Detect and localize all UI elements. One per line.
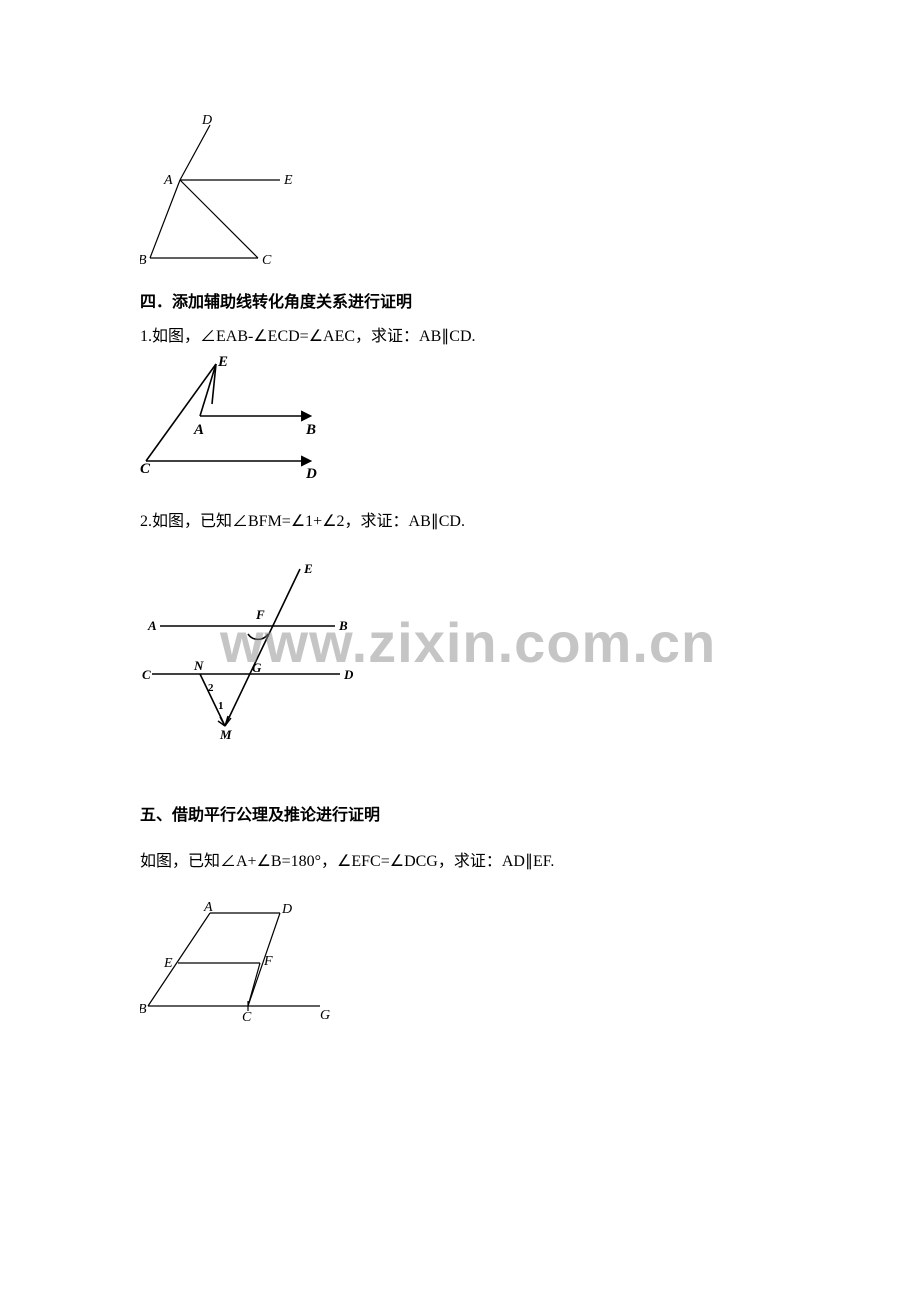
- label-B: B: [140, 253, 147, 268]
- label-B: B: [338, 618, 348, 633]
- label-B: B: [305, 422, 316, 438]
- label-A: A: [163, 173, 173, 188]
- label-A: A: [193, 422, 204, 438]
- label-N: N: [193, 658, 204, 673]
- label-angle-2: 2: [208, 682, 214, 694]
- section4-problem2: 2.如图，已知∠BFM=∠1+∠2，求证：AB∥CD.: [140, 507, 780, 531]
- label-C: C: [262, 253, 272, 268]
- label-E: E: [283, 173, 293, 188]
- label-A: A: [147, 618, 157, 633]
- label-D: D: [343, 667, 354, 682]
- label-C: C: [140, 461, 151, 477]
- label-D: D: [281, 902, 292, 917]
- label-D: D: [201, 113, 212, 128]
- label-G: G: [252, 660, 262, 675]
- figure-s5-svg: A D E F B C G: [140, 901, 340, 1021]
- figure-top-triangle: B C A D E: [140, 110, 780, 270]
- figure-s4-1: E A B C D: [140, 356, 780, 481]
- label-E: E: [163, 956, 173, 971]
- label-E: E: [217, 356, 228, 370]
- label-E: E: [303, 561, 313, 576]
- section4-title: 四．添加辅助线转化角度关系进行证明: [140, 288, 780, 312]
- figure-s4-1-svg: E A B C D: [140, 356, 340, 481]
- label-G: G: [320, 1008, 330, 1021]
- section4-problem1: 1.如图，∠EAB-∠ECD=∠AEC，求证：AB∥CD.: [140, 322, 780, 346]
- figure-s4-2-svg: E F A B G C D N M 1 2: [140, 561, 370, 741]
- label-F: F: [255, 607, 265, 622]
- section5-title: 五、借助平行公理及推论进行证明: [140, 801, 780, 825]
- label-M: M: [219, 727, 232, 741]
- figure-top-svg: B C A D E: [140, 110, 310, 270]
- figure-s4-2: E F A B G C D N M 1 2: [140, 561, 780, 741]
- section5-problem: 如图，已知∠A+∠B=180°，∠EFC=∠DCG，求证：AD∥EF.: [140, 847, 780, 871]
- label-angle-1: 1: [218, 700, 224, 712]
- label-B: B: [140, 1002, 147, 1017]
- label-C: C: [242, 1010, 252, 1021]
- label-C: C: [142, 667, 151, 682]
- label-A: A: [203, 901, 213, 915]
- label-F: F: [263, 954, 273, 969]
- figure-s5: A D E F B C G: [140, 901, 780, 1021]
- label-D: D: [305, 466, 317, 481]
